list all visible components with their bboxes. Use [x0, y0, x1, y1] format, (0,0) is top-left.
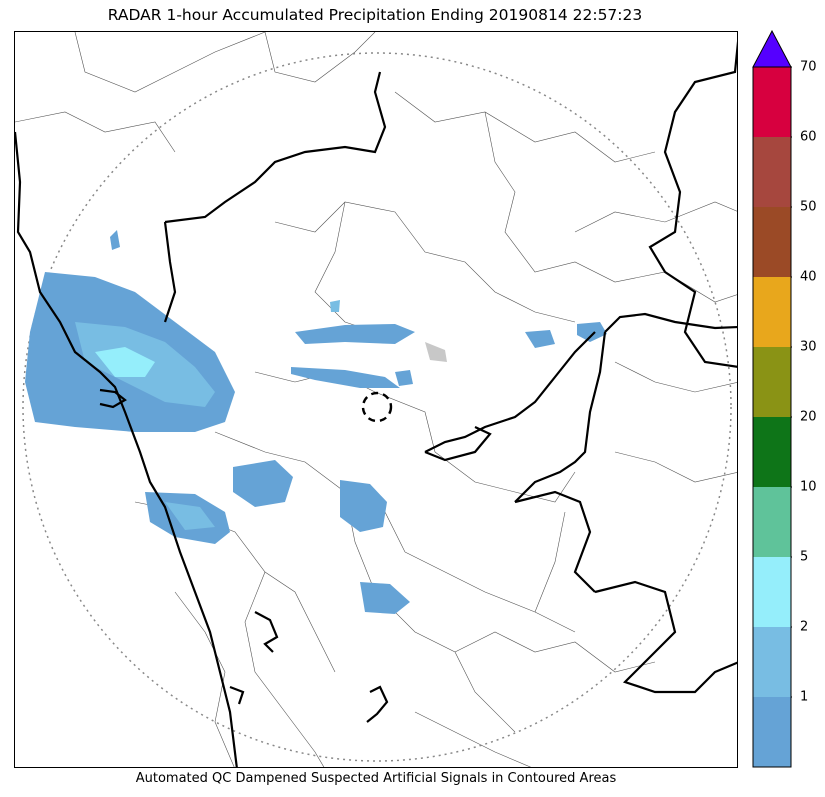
colorbar-tick-label: 20	[800, 409, 817, 425]
colorbar-svg	[752, 29, 796, 768]
colorbar-tick-label: 70	[800, 59, 817, 75]
colorbar-extend-triangle	[752, 29, 792, 68]
colorbar-tick-label: 5	[800, 549, 809, 565]
district-boundaries	[15, 32, 737, 767]
colorbar-bin	[753, 207, 791, 277]
colorbar-bin	[753, 557, 791, 627]
colorbar-bin	[753, 347, 791, 417]
colorbar-tick-label: 30	[800, 339, 817, 355]
colorbar-tick-label: 1	[800, 689, 809, 705]
colorbar-tick-label: 50	[800, 199, 817, 215]
chart-title: RADAR 1-hour Accumulated Precipitation E…	[107, 6, 643, 24]
colorbar-bin	[753, 627, 791, 697]
radar-map[interactable]	[14, 31, 738, 768]
qc-caption: Automated QC Dampened Suspected Artifici…	[135, 771, 617, 786]
precipitation-areas	[25, 230, 607, 614]
radar-range-ring	[22, 52, 732, 762]
colorbar-bin	[753, 137, 791, 207]
map-svg	[15, 32, 737, 767]
colorbar-bins	[752, 66, 796, 768]
colorbar-tick-label: 10	[800, 479, 817, 495]
colorbar-bin	[753, 277, 791, 347]
colorbar-bin	[753, 487, 791, 557]
colorbar-tick-label: 40	[800, 269, 817, 285]
colorbar	[752, 29, 796, 770]
colorbar-tick-label: 60	[800, 129, 817, 145]
state-boundaries	[15, 40, 737, 767]
colorbar-bin	[753, 67, 791, 137]
colorbar-bin	[753, 697, 791, 767]
colorbar-bin	[753, 417, 791, 487]
colorbar-tick-label: 2	[800, 619, 809, 635]
radar-site-marker	[361, 391, 393, 423]
